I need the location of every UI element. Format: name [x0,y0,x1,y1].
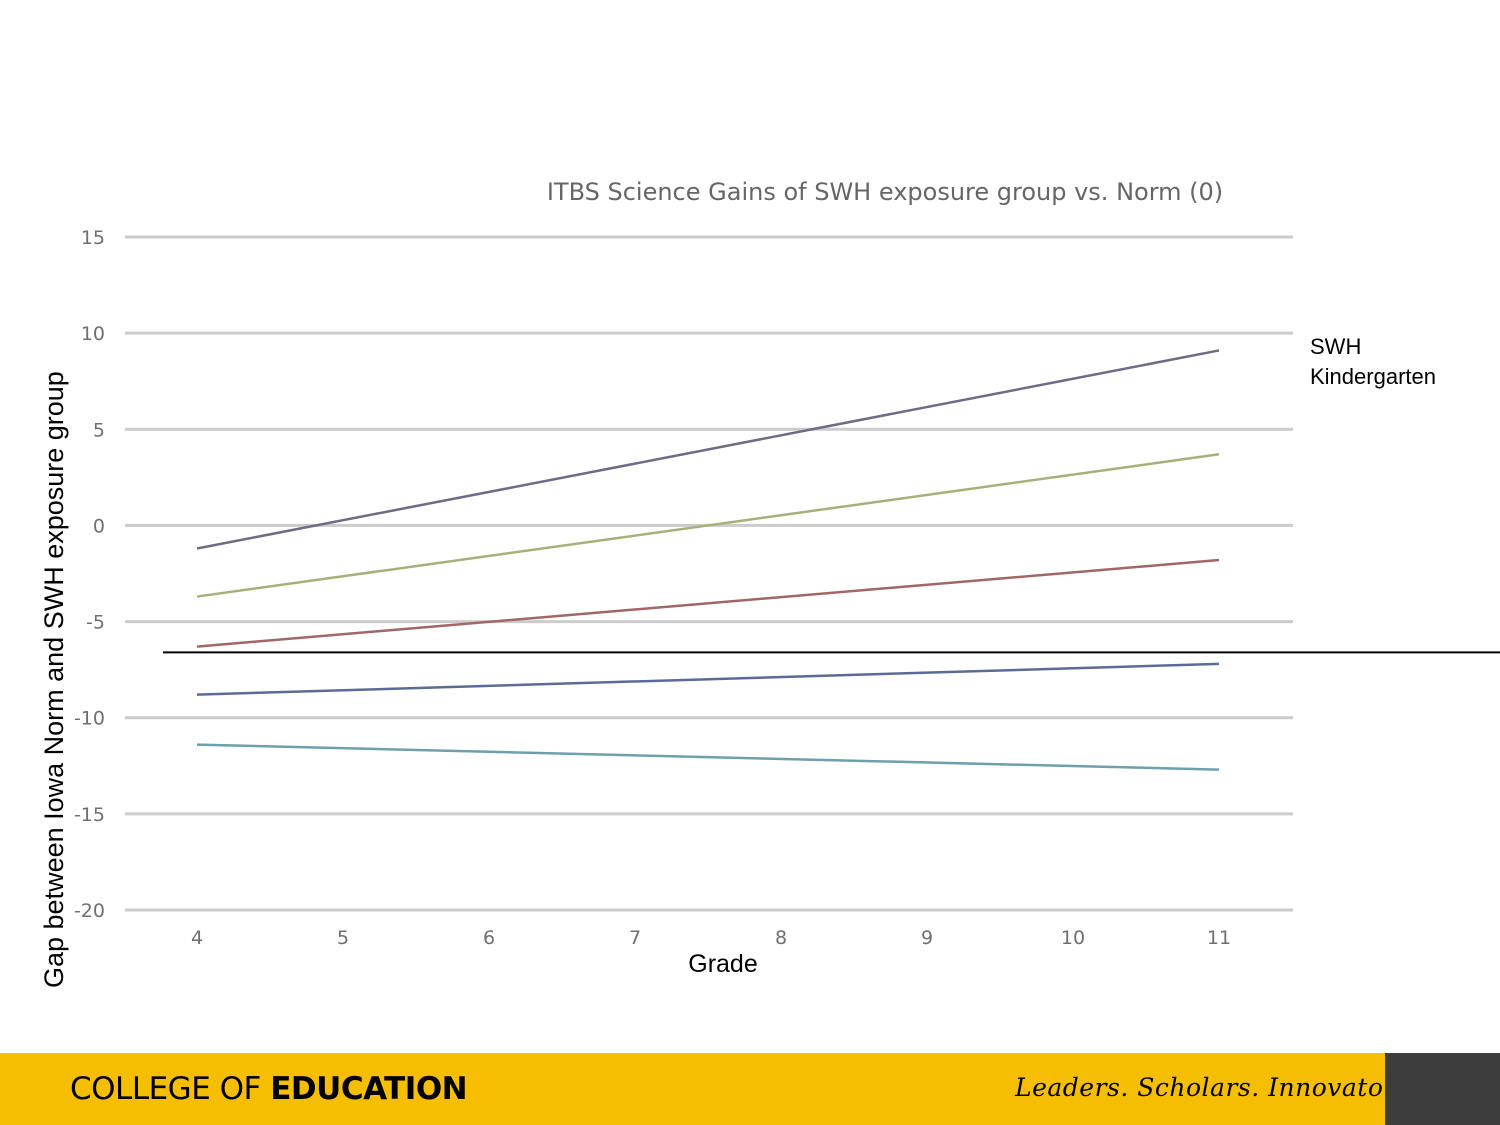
x-tick-label: 9 [921,927,933,949]
series-line-3 [196,558,1220,648]
gridlines [125,235,1293,912]
footer-bar: COLLEGE OF EDUCATION Leaders. Scholars. … [0,1053,1500,1125]
y-tick-label: 15 [81,227,105,249]
annotation-line2: Kindergarten [1310,364,1436,389]
series-line-1 [196,349,1220,550]
series-lines [196,349,1220,771]
annotation-line1: SWH [1310,334,1361,359]
college-bold-text: EDUCATION [270,1071,468,1107]
x-tick-label: 11 [1207,927,1231,949]
x-tick-label: 6 [483,927,495,949]
series-line-5 [196,743,1220,771]
x-tick-labels: 4 5 6 7 8 9 10 11 [191,927,1231,949]
college-light-text: COLLEGE OF [70,1071,271,1107]
tagline: Leaders. Scholars. Innovators. [1015,1073,1418,1102]
y-tick-labels: 15 10 5 0 -5 -10 -15 -20 [74,227,105,922]
x-tick-label: 4 [191,927,203,949]
chart: ITBS Science Gains of SWH exposure group… [39,178,1500,988]
y-axis-label: Gap between Iowa Norm and SWH exposure g… [39,371,69,988]
y-tick-label: 10 [81,323,105,345]
series-line-2 [196,453,1220,598]
series-line-4 [196,662,1220,696]
x-tick-label: 10 [1061,927,1085,949]
y-tick-label: -10 [74,708,105,730]
y-tick-label: -5 [86,612,105,634]
footer-dark-block [1385,1053,1500,1125]
x-axis-label: Grade [688,950,757,978]
x-tick-label: 5 [337,927,349,949]
x-tick-label: 8 [775,927,787,949]
x-tick-label: 7 [629,927,641,949]
y-tick-label: 5 [93,419,105,441]
college-logo-text: COLLEGE OF EDUCATION [70,1071,468,1107]
y-tick-label: -20 [74,900,105,922]
y-tick-label: 0 [93,515,105,537]
y-tick-label: -15 [74,804,105,826]
chart-title: ITBS Science Gains of SWH exposure group… [547,178,1223,206]
